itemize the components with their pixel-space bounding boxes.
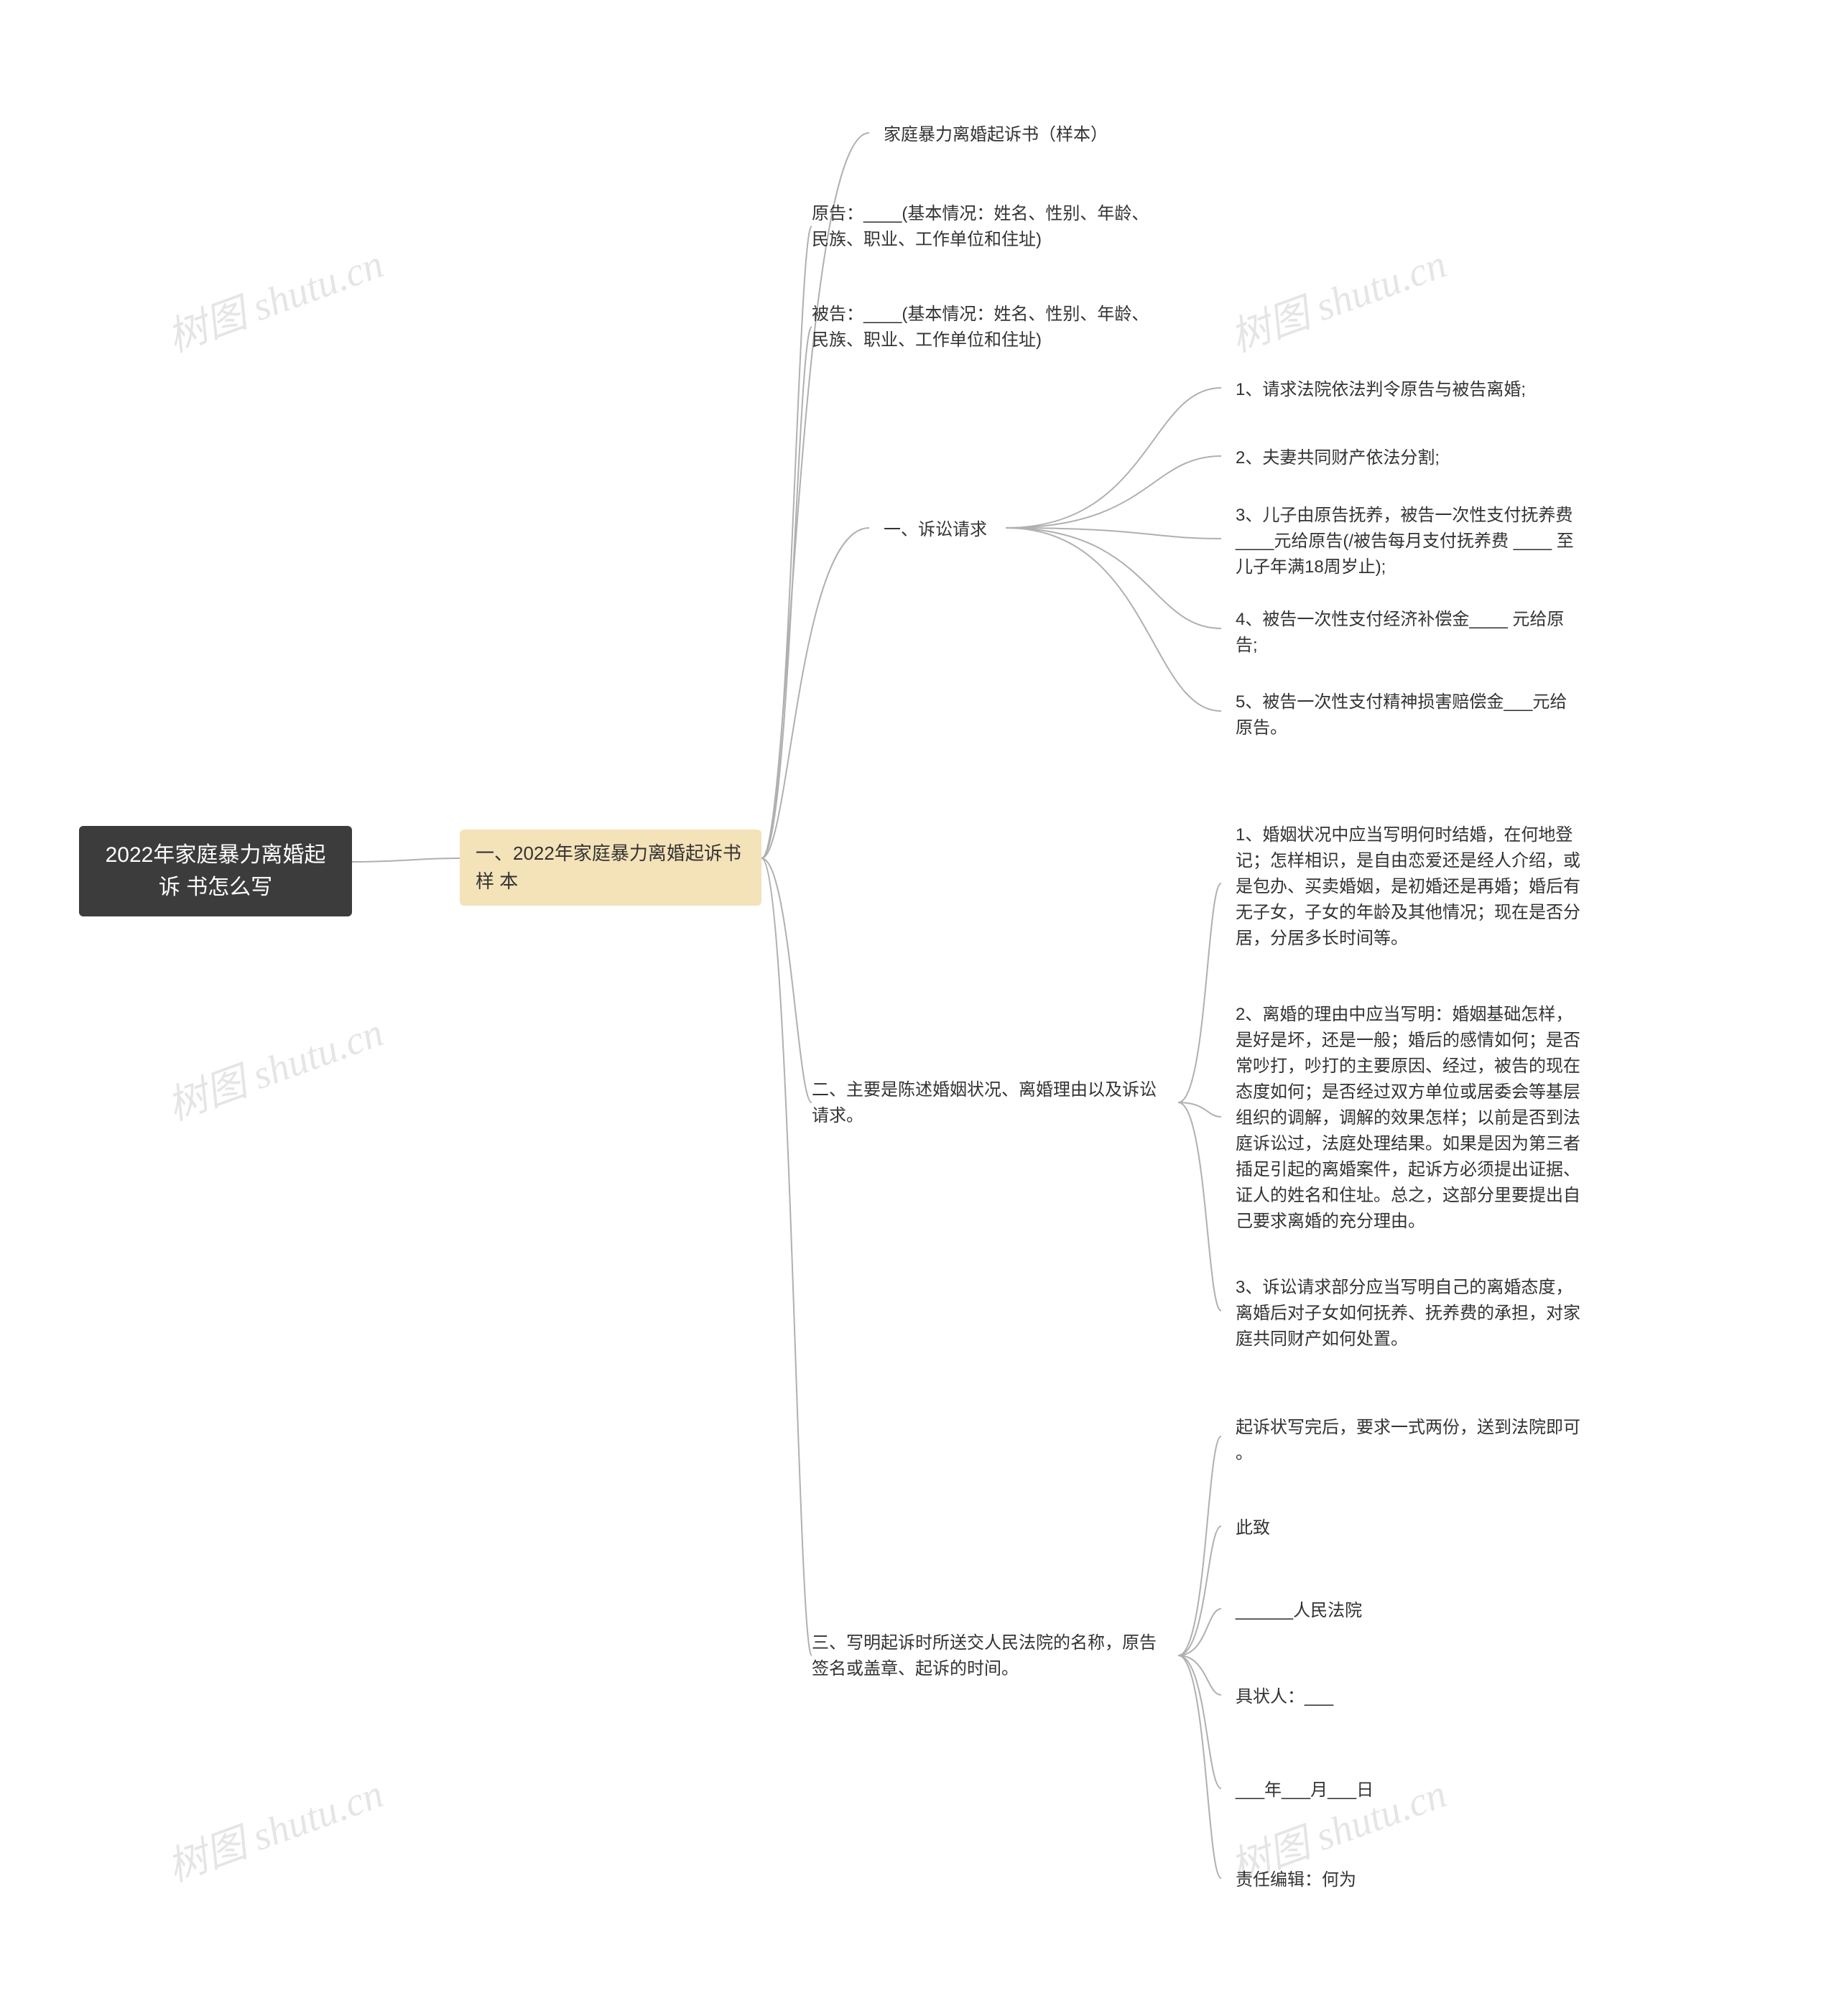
mindmap-root[interactable]: 2022年家庭暴力离婚起诉 书怎么写 (79, 826, 352, 916)
branch-sample-title[interactable]: 家庭暴力离婚起诉书（样本） (884, 122, 1108, 148)
reason-3[interactable]: 3、诉讼请求部分应当写明自己的离婚态度， 离婚后对子女如何抚养、抚养费的承担，对… (1236, 1275, 1580, 1352)
branch-claims[interactable]: 一、诉讼请求 (884, 517, 987, 543)
branch-plaintiff[interactable]: 原告：____(基本情况：姓名、性别、年龄、 民族、职业、工作单位和住址) (812, 201, 1149, 253)
reason-1[interactable]: 1、婚姻状况中应当写明何时结婚，在何地登 记；怎样相识，是自由恋爱还是经人介绍，… (1236, 822, 1580, 952)
branch-defendant[interactable]: 被告：____(基本情况：姓名、性别、年龄、 民族、职业、工作单位和住址) (812, 302, 1149, 353)
closing-5[interactable]: ___年___月___日 (1236, 1778, 1374, 1803)
branch-reasons[interactable]: 二、主要是陈述婚姻状况、离婚理由以及诉讼 请求。 (812, 1077, 1157, 1129)
closing-1[interactable]: 起诉状写完后，要求一式两份，送到法院即可 。 (1236, 1415, 1580, 1467)
claim-1[interactable]: 1、请求法院依法判令原告与被告离婚; (1236, 377, 1526, 403)
watermark: 树图 shutu.cn (158, 232, 390, 364)
watermark: 树图 shutu.cn (158, 1762, 390, 1894)
watermark: 树图 shutu.cn (158, 1000, 390, 1133)
claim-4[interactable]: 4、被告一次性支付经济补偿金____ 元给原 告; (1236, 607, 1564, 659)
watermark: 树图 shutu.cn (1221, 232, 1453, 364)
claim-3[interactable]: 3、儿子由原告抚养，被告一次性支付抚养费 ____元给原告(/被告每月支付抚养费… (1236, 503, 1574, 580)
closing-6[interactable]: 责任编辑：何为 (1236, 1867, 1356, 1893)
closing-3[interactable]: ______人民法院 (1236, 1598, 1362, 1624)
claim-5[interactable]: 5、被告一次性支付精神损害赔偿金___元给 原告。 (1236, 689, 1567, 741)
closing-4[interactable]: 具状人：___ (1236, 1684, 1333, 1710)
reason-2[interactable]: 2、离婚的理由中应当写明：婚姻基础怎样， 是好是坏，还是一般；婚后的感情如何；是… (1236, 1002, 1580, 1235)
section-sample[interactable]: 一、2022年家庭暴力离婚起诉书样 本 (460, 830, 761, 906)
branch-court-sign[interactable]: 三、写明起诉时所送交人民法院的名称，原告 签名或盖章、起诉的时间。 (812, 1630, 1157, 1682)
claim-2[interactable]: 2、夫妻共同财产依法分割; (1236, 445, 1440, 471)
closing-2[interactable]: 此致 (1236, 1515, 1270, 1541)
